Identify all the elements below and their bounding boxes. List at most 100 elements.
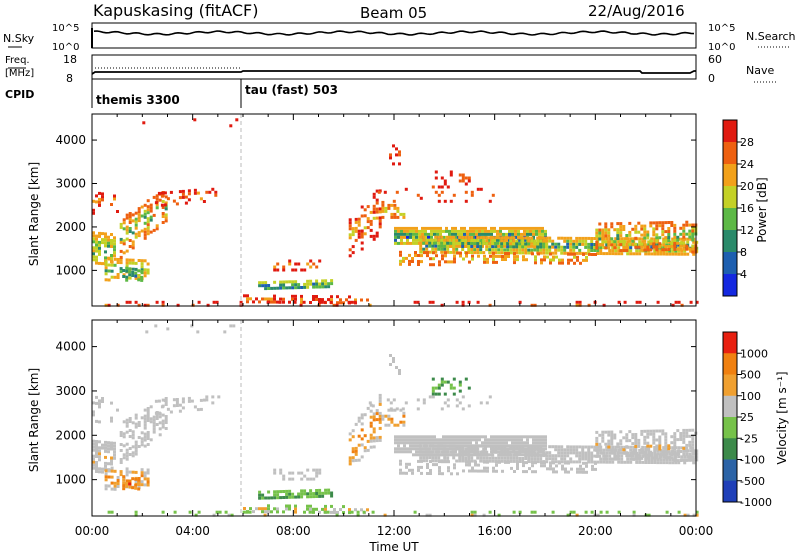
data-cell [428,444,432,448]
data-cell [140,440,144,444]
data-cell [438,260,441,264]
data-cell [113,275,117,279]
data-cell [345,298,348,302]
data-cell [449,170,453,174]
data-cell [441,472,444,476]
data-cell [487,229,490,233]
data-cell [101,232,104,236]
data-cell [372,216,376,220]
data-cell [631,442,635,446]
cpid-panel: CPID themis 3300 tau (fast) 503 [5,79,338,108]
data-cell [416,193,420,197]
data-cell [676,241,680,245]
data-cell [119,240,123,244]
data-cell [181,406,185,410]
data-cell [554,448,558,452]
data-cell [682,452,686,456]
data-cell [110,475,114,479]
data-cell [494,456,498,460]
data-cell [467,236,471,239]
data-cell [613,246,617,250]
data-cell [95,470,98,473]
data-cell [98,231,101,235]
data-cell [470,510,474,514]
data-cell [431,389,435,393]
x-axis-label: Time UT [368,540,419,554]
data-cell [530,451,534,455]
beam-title: Beam 05 [360,4,427,22]
data-cell [557,454,561,458]
data-cell [516,464,519,467]
data-cell [110,401,113,405]
data-cell [563,239,567,243]
data-cell [667,239,671,242]
data-cell [493,438,496,442]
data-cell [363,214,367,218]
data-cell [458,173,462,177]
data-cell [457,441,460,445]
data-cell [394,232,397,236]
data-cell [673,453,677,457]
data-cell [523,226,526,230]
power-y-axis-label: Slant Range [km] [27,162,41,266]
data-cell [682,440,686,444]
data-cell [252,510,255,514]
data-cell [667,456,671,460]
data-cell [164,201,168,205]
data-cell [101,470,104,474]
data-cell [348,218,352,222]
data-cell [548,245,552,249]
data-cell [508,226,511,230]
data-cell [437,453,441,457]
data-cell [566,454,570,458]
data-cell [536,460,540,464]
data-cell [181,195,185,199]
data-cell [476,447,480,451]
data-cell [670,453,674,457]
data-cell [461,236,465,239]
data-cell [140,416,144,420]
data-cell [447,460,450,464]
data-cell [399,408,403,412]
data-cell [499,441,502,445]
data-cell [339,508,342,511]
data-cell [434,190,438,194]
data-cell [466,229,469,233]
data-cell [193,188,197,192]
data-cell [471,254,474,258]
data-cell [467,453,471,457]
data-cell [544,229,547,233]
colorbar-tick-label: 25 [740,411,754,424]
data-cell [122,432,126,436]
data-cell [517,438,520,442]
data-cell [381,206,385,210]
data-cell [330,298,333,302]
data-cell [158,433,162,437]
data-cell [409,438,412,442]
data-cell [288,477,292,481]
data-cell [458,383,462,387]
data-cell [131,445,135,449]
data-cell [569,239,573,243]
data-cell [461,459,465,463]
data-cell [348,254,352,258]
data-cell [300,297,303,301]
data-cell [644,458,648,461]
data-cell [98,240,101,244]
data-cell [656,300,660,304]
data-cell [394,238,397,242]
data-cell [679,244,683,248]
data-cell [517,226,520,230]
data-cell [146,205,150,209]
data-cell [491,456,495,460]
data-cell [662,252,666,256]
data-cell [211,187,215,191]
data-cell [149,438,153,442]
data-cell [190,324,194,328]
data-cell [463,241,466,245]
data-cell [483,260,486,264]
data-cell [107,447,110,451]
data-cell [453,463,456,467]
data-cell [315,298,318,301]
data-cell [351,230,355,234]
